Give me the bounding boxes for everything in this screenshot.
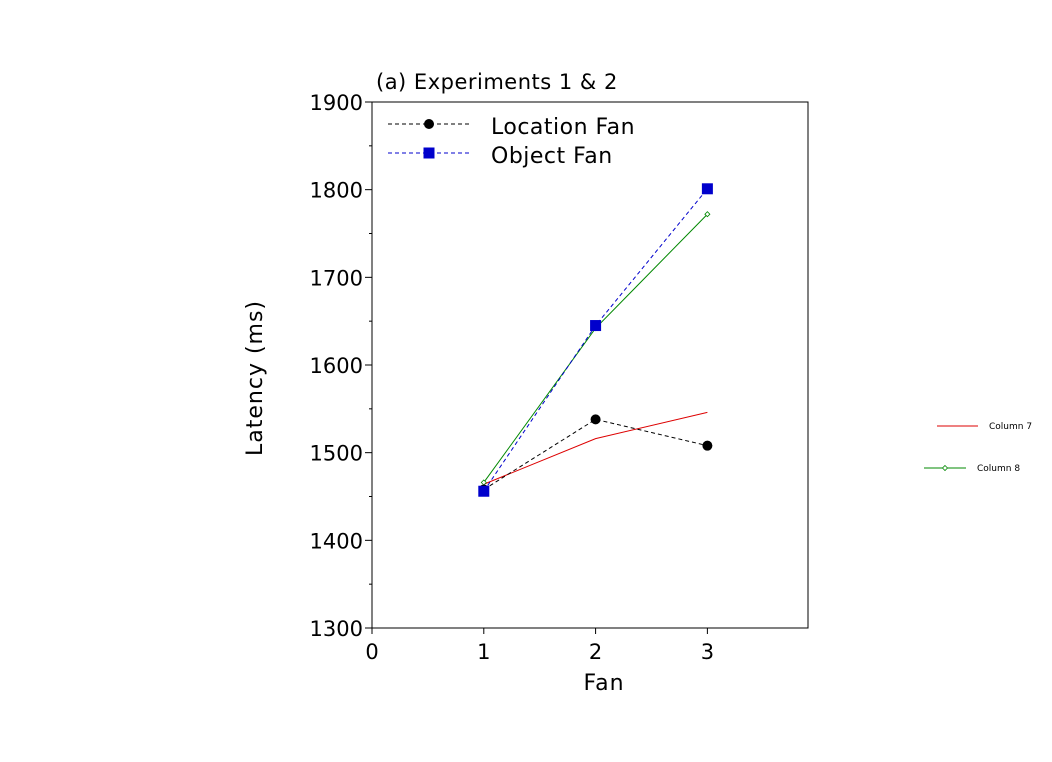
side-legend: Column 7 Column 8 (924, 422, 1032, 474)
side-legend-marker (941, 464, 949, 472)
legend-marker (424, 119, 434, 129)
y-tick-label: 1300 (310, 617, 363, 641)
y-axis-title: Latency (ms) (243, 300, 268, 456)
side-legend-item-column-8: Column 8 (924, 464, 1020, 474)
side-legend-item-column-7: Column 7 (937, 422, 1032, 432)
series-column-7 (483, 411, 708, 485)
series-location-fan (478, 414, 713, 495)
series-line-location-fan (483, 418, 708, 490)
legend-label: Location Fan (491, 115, 635, 140)
side-legend-label: Column 7 (989, 422, 1032, 432)
series-layer (478, 183, 713, 497)
y-tick-label: 1700 (310, 266, 363, 290)
side-legend-label: Column 8 (977, 464, 1020, 474)
x-tick-label: 3 (701, 640, 714, 664)
data-point-object-fan (701, 183, 713, 195)
data-point-location-fan (702, 440, 713, 451)
legend-marker (423, 147, 435, 159)
y-axis: 1300 1400 1500 1600 1700 1800 1900 (310, 91, 372, 641)
y-tick-label: 1800 (310, 179, 363, 203)
series-line-column-7 (483, 411, 708, 485)
legend-item-location-fan: Location Fan (388, 115, 635, 140)
x-tick-label: 0 (365, 640, 378, 664)
plot-area-frame (371, 101, 809, 629)
data-point-location-fan (590, 414, 601, 425)
y-tick-label: 1600 (310, 354, 363, 378)
data-point-object-fan (478, 485, 490, 497)
x-axis: 0 1 2 3 (365, 628, 714, 664)
y-tick-label: 1900 (310, 91, 363, 115)
data-point-object-fan (590, 320, 602, 332)
series-object-fan (478, 183, 713, 497)
legend-label: Object Fan (491, 144, 613, 169)
legend-item-object-fan: Object Fan (388, 144, 613, 169)
x-axis-title: Fan (583, 671, 624, 696)
y-tick-label: 1500 (310, 442, 363, 466)
x-tick-label: 2 (589, 640, 602, 664)
y-tick-label: 1400 (310, 529, 363, 553)
chart-title: (a) Experiments 1 & 2 (376, 70, 618, 94)
legend: Location Fan Object Fan (388, 115, 635, 169)
x-tick-label: 1 (477, 640, 490, 664)
series-line-object-fan (483, 188, 708, 492)
data-point-column-8 (704, 211, 711, 218)
